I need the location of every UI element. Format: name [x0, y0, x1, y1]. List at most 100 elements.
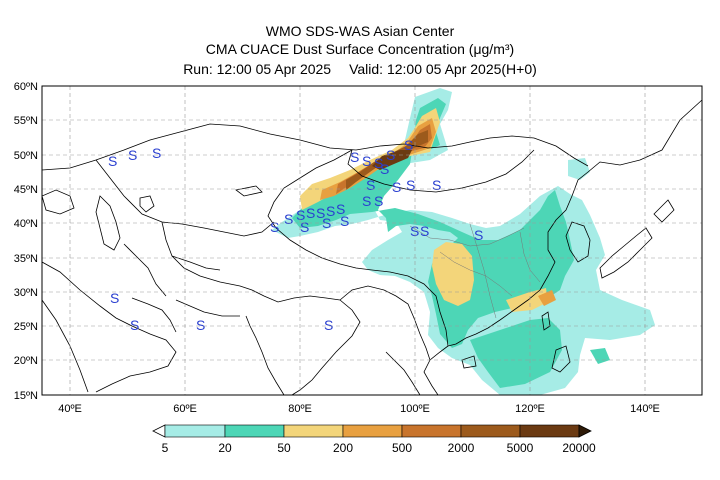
valid-time: Valid: 12:00 05 Apr 2025(H+0)	[349, 61, 537, 77]
dust-symbol: S	[110, 290, 119, 306]
border-central-asia	[95, 159, 341, 303]
lat-tick-label: 50ºN	[14, 150, 38, 162]
black-sea	[42, 189, 75, 215]
dust-symbol: S	[380, 161, 389, 177]
caspian-sea	[95, 195, 121, 251]
coastline-korea	[565, 221, 591, 263]
dust-symbol: S	[366, 177, 375, 193]
colorbar-segment	[164, 424, 226, 438]
lon-tick-labels: 40ºE 60ºE 80ºE 100ºE 120ºE 140ºE	[58, 403, 660, 415]
map-borders	[42, 99, 702, 395]
lat-tick-label: 45ºN	[14, 184, 38, 196]
colorbar-segment	[283, 424, 344, 438]
colorbar-label: 20000	[562, 441, 596, 455]
dust-contour-20-50	[292, 98, 574, 348]
dust-contour-50-200-c	[506, 288, 548, 312]
colorbar-label: 2000	[448, 441, 475, 455]
lake-balkhash	[235, 185, 263, 197]
dust-symbol: S	[406, 177, 415, 193]
dust-symbol: S	[322, 215, 331, 231]
dust-symbol: S	[404, 137, 413, 153]
coastline-hainan	[461, 355, 477, 369]
colorbar-label: 500	[392, 441, 412, 455]
dust-symbol: S	[350, 149, 359, 165]
dust-symbol: S	[386, 147, 395, 163]
coastline-india	[245, 299, 361, 395]
lon-tick-label: 100ºE	[400, 403, 430, 415]
dust-symbol: S	[306, 205, 315, 221]
aral-sea	[139, 195, 155, 213]
lat-tick-label: 15ºN	[14, 390, 38, 402]
colorbar-label: 200	[333, 441, 353, 455]
dust-symbol: S	[432, 177, 441, 193]
colorbar-segment	[519, 424, 580, 438]
dust-symbol: S	[130, 317, 139, 333]
coastline-indochina	[385, 345, 449, 395]
map-layers: S S S S S S S S S S S S S S S S S S S S …	[42, 88, 702, 395]
dust-symbol: S	[108, 153, 117, 169]
dust-symbol: S	[316, 205, 325, 221]
colorbar-extend-low	[152, 424, 166, 438]
lat-tick-label: 30ºN	[14, 287, 38, 299]
chart-title: WMO SDS-WAS Asian Center	[265, 23, 455, 39]
dust-symbol: S	[152, 145, 161, 161]
run-valid-line: Run: 12:00 05 Apr 2025 Valid: 12:00 05 Ap…	[0, 61, 720, 77]
chart-subtitle: CMA CUACE Dust Surface Concentration (μg…	[205, 41, 515, 57]
colorbar-label: 5000	[507, 441, 534, 455]
dust-symbol: S	[410, 223, 419, 239]
dust-symbol: S	[374, 193, 383, 209]
dust-symbol: S	[284, 211, 293, 227]
lon-tick-label: 140ºE	[630, 403, 660, 415]
dust-contour-20-50-s	[470, 318, 562, 388]
colorbar-segment	[401, 424, 462, 438]
dust-symbol: S	[324, 317, 333, 333]
lon-tick-label: 80ºE	[288, 403, 312, 415]
dust-symbol: S	[374, 155, 383, 171]
lon-tick-label: 40ºE	[58, 403, 82, 415]
colorbar-extend-high	[578, 424, 592, 438]
dust-symbol: S	[296, 207, 305, 223]
dust-symbol: S	[128, 147, 137, 163]
dust-symbol: S	[326, 203, 335, 219]
dust-contours	[272, 88, 655, 395]
lat-tick-label: 25ºN	[14, 321, 38, 333]
colorbar-segment	[224, 424, 285, 438]
lat-tick-label: 60ºN	[14, 81, 38, 93]
dust-symbol: S	[392, 179, 401, 195]
lon-tick-label: 60ºE	[173, 403, 197, 415]
border-iran-afghanistan	[123, 243, 221, 297]
lat-tick-label: 40ºN	[14, 218, 38, 230]
lat-tick-labels: 60ºN 55ºN 50ºN 45ºN 40ºN 35ºN 30ºN 25ºN …	[14, 81, 38, 402]
dust-symbol: S	[196, 317, 205, 333]
border-russia-south	[42, 123, 589, 171]
dust-symbols: S S S S S S S S S S S S S S S S S S S S …	[108, 137, 483, 333]
dust-symbol: S	[336, 201, 345, 217]
dust-symbol: S	[362, 153, 371, 169]
colorbar: 5 20 50 200 500 2000 5000 20000	[152, 424, 596, 455]
colorbar-label: 20	[218, 441, 232, 455]
lat-tick-label: 35ºN	[14, 253, 38, 265]
coastline-gulf	[131, 297, 240, 333]
run-time: Run: 12:00 05 Apr 2025	[183, 61, 332, 77]
dust-symbol: S	[270, 219, 279, 235]
lat-tick-label: 20ºN	[14, 355, 38, 367]
dust-symbol: S	[420, 223, 429, 239]
dust-symbol: S	[340, 213, 349, 229]
lon-tick-label: 120ºE	[515, 403, 545, 415]
border-china-provinces	[409, 223, 541, 319]
coastline-japan	[599, 199, 675, 279]
colorbar-label: 50	[277, 441, 291, 455]
coastline-east-asia	[447, 99, 702, 347]
dust-symbol: S	[300, 219, 309, 235]
colorbar-segment	[460, 424, 521, 438]
dust-symbol: S	[362, 193, 371, 209]
colorbar-label: 5	[162, 441, 169, 455]
colorbar-segment	[342, 424, 403, 438]
dust-contour-200-500-s	[538, 290, 556, 306]
border-south-asia	[339, 285, 431, 361]
map-frame	[41, 85, 703, 396]
coastline-philippines	[551, 345, 571, 373]
lat-tick-label: 55ºN	[14, 115, 38, 127]
dust-symbol: S	[474, 227, 483, 243]
